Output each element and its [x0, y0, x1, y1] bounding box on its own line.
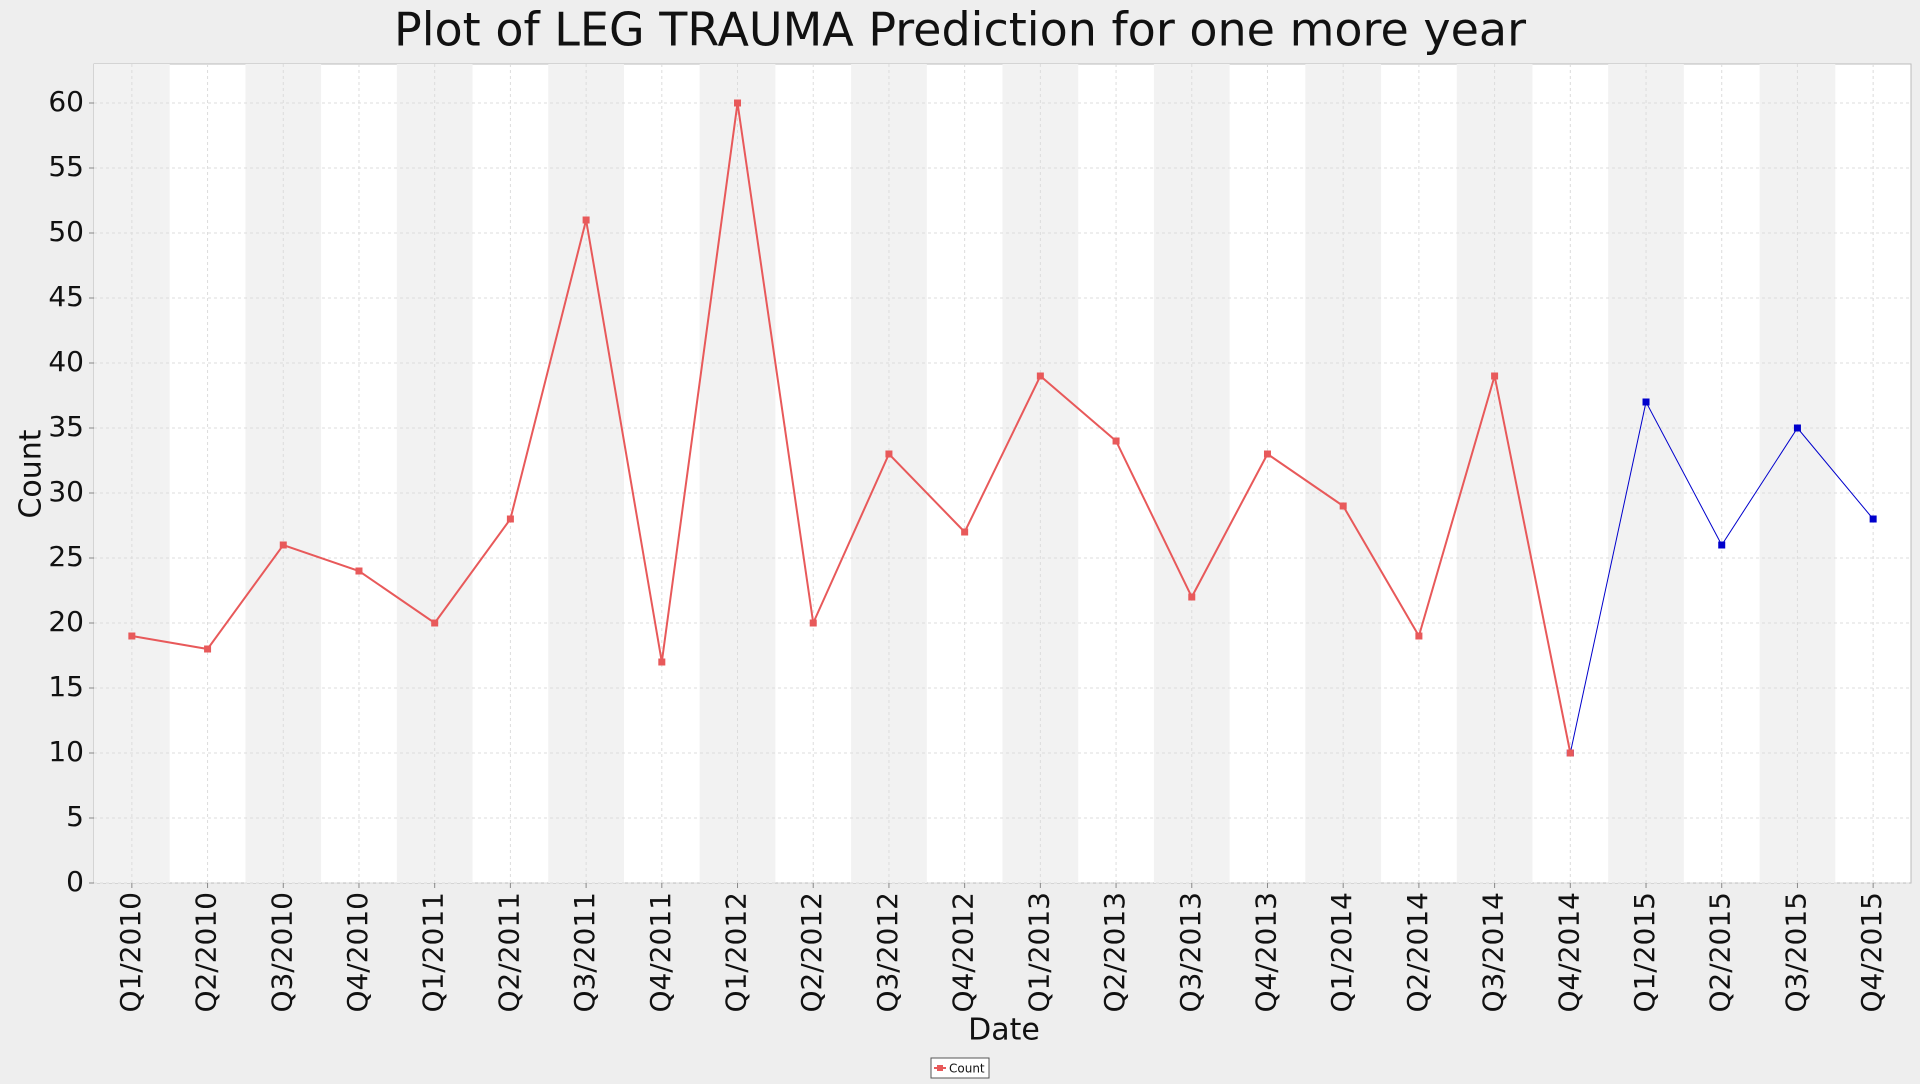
point-marker: [1339, 502, 1347, 510]
y-tick-label: 20: [48, 605, 84, 638]
point-marker: [809, 619, 817, 627]
x-tick-label: Q4/2014: [1552, 892, 1585, 1013]
point-marker: [128, 632, 136, 640]
point-marker: [1263, 450, 1271, 458]
x-tick-label: Q1/2010: [114, 892, 147, 1013]
legend-marker: [937, 1065, 943, 1071]
x-tick-label: Q3/2011: [568, 892, 601, 1013]
point-marker: [355, 567, 363, 575]
point-marker: [204, 645, 212, 653]
y-tick-label: 0: [66, 865, 84, 898]
point-marker: [1415, 632, 1423, 640]
point-marker: [582, 216, 590, 224]
chart-title: Plot of LEG TRAUMA Prediction for one mo…: [394, 3, 1526, 57]
x-tick-label: Q2/2015: [1704, 892, 1737, 1013]
x-tick-label: Q4/2011: [644, 892, 677, 1013]
x-tick-label: Q1/2011: [417, 892, 450, 1013]
point-marker: [1718, 541, 1726, 549]
point-marker: [1793, 424, 1801, 432]
point-marker: [431, 619, 439, 627]
y-tick-label: 50: [48, 215, 84, 248]
point-marker: [961, 528, 969, 536]
x-tick-label: Q1/2012: [720, 892, 753, 1013]
y-tick-label: 35: [48, 410, 84, 443]
x-tick-label: Q4/2012: [947, 892, 980, 1013]
point-marker: [1112, 437, 1120, 445]
point-marker: [1188, 593, 1196, 601]
y-tick-label: 45: [48, 280, 84, 313]
x-tick-label: Q2/2010: [190, 892, 223, 1013]
legend-label: Count: [949, 1062, 985, 1076]
x-tick-label: Q1/2015: [1628, 892, 1661, 1013]
x-tick-label: Q4/2013: [1249, 892, 1282, 1013]
point-marker: [734, 99, 742, 107]
x-tick-label: Q4/2010: [341, 892, 374, 1013]
y-axis-label: Count: [14, 429, 49, 518]
point-marker: [1566, 749, 1574, 757]
x-tick-label: Q3/2010: [265, 892, 298, 1013]
x-tick-label: Q3/2014: [1477, 892, 1510, 1013]
x-tick-label: Q3/2012: [871, 892, 904, 1013]
y-tick-label: 10: [48, 735, 84, 768]
y-tick-label: 55: [48, 150, 84, 183]
x-tick-label: Q2/2011: [492, 892, 525, 1013]
point-marker: [506, 515, 514, 523]
y-tick-label: 15: [48, 670, 84, 703]
point-marker: [885, 450, 893, 458]
x-tick-label: Q1/2014: [1325, 892, 1358, 1013]
y-tick-label: 60: [48, 85, 84, 118]
x-tick-label: Q3/2015: [1779, 892, 1812, 1013]
legend-box: [930, 1057, 990, 1079]
y-tick-label: 25: [48, 540, 84, 573]
y-tick-label: 30: [48, 475, 84, 508]
series-line: [131, 102, 1572, 754]
x-axis-label: Date: [968, 1013, 1040, 1048]
x-tick-label: Q2/2013: [1098, 892, 1131, 1013]
x-tick-label: Q2/2014: [1401, 892, 1434, 1013]
y-tick-label: 40: [48, 345, 84, 378]
point-marker: [1036, 372, 1044, 380]
x-tick-label: Q3/2013: [1174, 892, 1207, 1013]
x-tick-label: Q4/2015: [1855, 892, 1888, 1013]
y-tick-label: 5: [66, 800, 84, 833]
point-marker: [1642, 398, 1650, 406]
point-marker: [1869, 515, 1877, 523]
point-marker: [1491, 372, 1499, 380]
x-tick-label: Q2/2012: [795, 892, 828, 1013]
point-marker: [279, 541, 287, 549]
point-marker: [658, 658, 666, 666]
x-tick-label: Q1/2013: [1022, 892, 1055, 1013]
